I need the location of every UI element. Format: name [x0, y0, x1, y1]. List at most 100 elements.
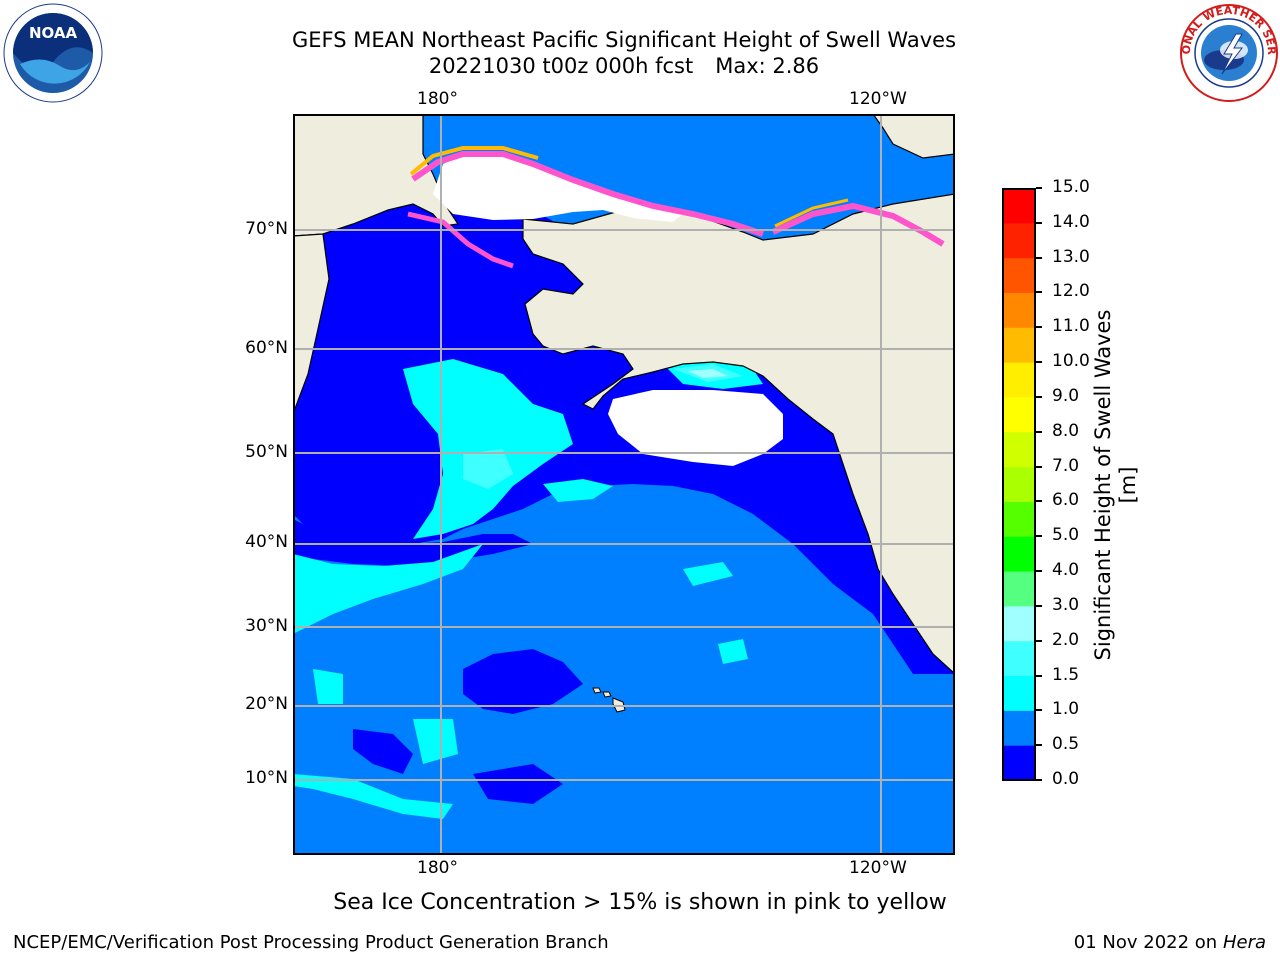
- colorbar-tick-label: 0.5: [1052, 734, 1080, 755]
- colorbar-tick-label: 6.0: [1052, 490, 1080, 511]
- colorbar-tick-mark: [1036, 535, 1042, 538]
- swell-1-1.5-south-west: [313, 669, 343, 704]
- lat-label-50n: 50°N: [245, 442, 288, 462]
- colorbar-tick-mark: [1036, 465, 1042, 468]
- max-value: Max: 2.86: [715, 54, 820, 78]
- lat-label-20n: 20°N: [245, 694, 288, 714]
- colorbar-tick-mark: [1036, 570, 1042, 573]
- colorbar-segment: [1003, 292, 1035, 328]
- sea-ice-siberia: [407, 211, 514, 269]
- colorbar-segment: [1003, 222, 1035, 259]
- lon-label-top-120w: 120°W: [849, 89, 907, 109]
- colorbar-segment: [1003, 362, 1035, 398]
- colorbar-segment: [1003, 710, 1035, 746]
- colorbar-tick-label: 12.0: [1052, 281, 1090, 302]
- colorbar-tick-label: 5.0: [1052, 525, 1080, 546]
- colorbar-tick-label: 11.0: [1052, 316, 1090, 337]
- colorbar-tick-mark: [1036, 291, 1042, 294]
- swell-1-1.5-tropical: [413, 719, 458, 764]
- sea-ice-beaufort-outer: [774, 198, 849, 228]
- lat-label-60n: 60°N: [245, 338, 288, 358]
- colorbar-tick-label: 10.0: [1052, 351, 1090, 372]
- colorbar-tick-mark: [1036, 604, 1042, 607]
- land-arctic-islands: [872, 114, 954, 159]
- swell-1-1.5-central: [543, 479, 613, 502]
- colorbar-tick-mark: [1036, 674, 1042, 677]
- swell-1-1.5-east: [683, 562, 733, 586]
- swell-1-1.5-western-band: [293, 544, 483, 634]
- lat-label-10n: 10°N: [245, 768, 288, 788]
- colorbar-segment: [1003, 675, 1035, 711]
- colorbar-tick-mark: [1036, 639, 1042, 642]
- colorbar-tick-label: 14.0: [1052, 211, 1090, 232]
- colorbar-tick-label: 0.0: [1052, 769, 1080, 789]
- colorbar-tick-label: 4.0: [1052, 560, 1080, 581]
- colorbar-tick-label: 2.0: [1052, 629, 1080, 650]
- chart-subtitle: 20221030 t00z 000h fcst Max: 2.86: [0, 53, 1248, 79]
- colorbar-tick-mark: [1036, 326, 1042, 329]
- footer-host: Hera: [1222, 932, 1266, 953]
- lat-label-30n: 30°N: [245, 616, 288, 636]
- colorbar-tick-mark: [1036, 744, 1042, 747]
- colorbar-tick-mark: [1036, 500, 1042, 503]
- colorbar-tick-mark: [1036, 395, 1042, 398]
- footer-date: 01 Nov 2022 on Hera: [1073, 932, 1266, 953]
- colorbar-tick-mark: [1036, 221, 1042, 224]
- colorbar-segment: [1003, 431, 1035, 468]
- colorbar-segment: [1003, 605, 1035, 642]
- no-data-gulf: [608, 390, 783, 466]
- chart-title: GEFS MEAN Northeast Pacific Significant …: [291, 28, 957, 52]
- colorbar-tick-mark: [1036, 256, 1042, 259]
- footer-branch: NCEP/EMC/Verification Post Processing Pr…: [13, 932, 609, 953]
- swell-1-1.5-hawaii: [718, 639, 748, 664]
- colorbar-tick-label: 15.0: [1052, 177, 1090, 197]
- sea-ice-beaufort: [771, 202, 945, 247]
- colorbar-tick-label: 1.5: [1052, 664, 1080, 685]
- swell-0-0.5-equatorial: [473, 764, 563, 804]
- colorbar-label: Significant Height of Swell Waves [m]: [1091, 309, 1140, 661]
- colorbar-segment: [1003, 501, 1035, 537]
- land-kamchatka: [293, 233, 330, 415]
- no-data-arctic: [433, 154, 683, 222]
- colorbar-segment: [1003, 745, 1035, 781]
- colorbar-tick-label: 8.0: [1052, 420, 1080, 441]
- colorbar-tick-mark: [1036, 779, 1042, 781]
- colorbar-tick-mark: [1036, 187, 1042, 189]
- swell-height-map: [293, 114, 955, 855]
- colorbar-tick-label: 9.0: [1052, 385, 1080, 406]
- sea-ice-chukchi-outer: [409, 146, 539, 176]
- swell-0-0.5-hawaii-east: [463, 649, 583, 714]
- colorbar-segment: [1003, 257, 1035, 293]
- colorbar-tick-label: 7.0: [1052, 455, 1080, 476]
- colorbar-tick-label: 3.0: [1052, 594, 1080, 615]
- colorbar-segment: [1003, 466, 1035, 502]
- lon-label-bottom-120w: 120°W: [849, 858, 907, 878]
- noaa-logo: NOAA: [3, 3, 103, 103]
- colorbar-segment: [1003, 571, 1035, 607]
- noaa-logo-text: NOAA: [29, 24, 78, 42]
- lon-label-top-180: 180°: [417, 89, 458, 109]
- sea-ice-chukchi: [411, 151, 764, 237]
- swell-1-1.5-equatorial: [293, 774, 453, 819]
- colorbar-tick-label: 1.0: [1052, 699, 1080, 720]
- colorbar-segment: [1003, 327, 1035, 363]
- graticule: [293, 114, 954, 854]
- colorbar-tick-label: 13.0: [1052, 246, 1090, 267]
- forecast-date: 20221030 t00z 000h fcst: [428, 54, 694, 78]
- map-frame: [293, 114, 955, 855]
- lat-label-70n: 70°N: [245, 219, 288, 239]
- colorbar: [1002, 188, 1036, 781]
- nws-logo: NATIONAL WEATHER SERVICE: [1178, 2, 1278, 102]
- swell-1-1.5-north-pacific: [403, 359, 573, 539]
- colorbar-segment: [1003, 396, 1035, 433]
- colorbar-segment: [1003, 640, 1035, 677]
- lat-label-40n: 40°N: [245, 532, 288, 552]
- lon-label-bottom-180: 180°: [417, 858, 458, 878]
- swell-1.5-2-patch: [463, 449, 513, 489]
- colorbar-segment: [1003, 188, 1035, 224]
- colorbar-segment: [1003, 536, 1035, 572]
- colorbar-tick-mark: [1036, 430, 1042, 433]
- swell-2-3-gulf: [688, 369, 728, 378]
- colorbar-tick-mark: [1036, 709, 1042, 712]
- swell-0-0.5-southwest: [353, 729, 413, 774]
